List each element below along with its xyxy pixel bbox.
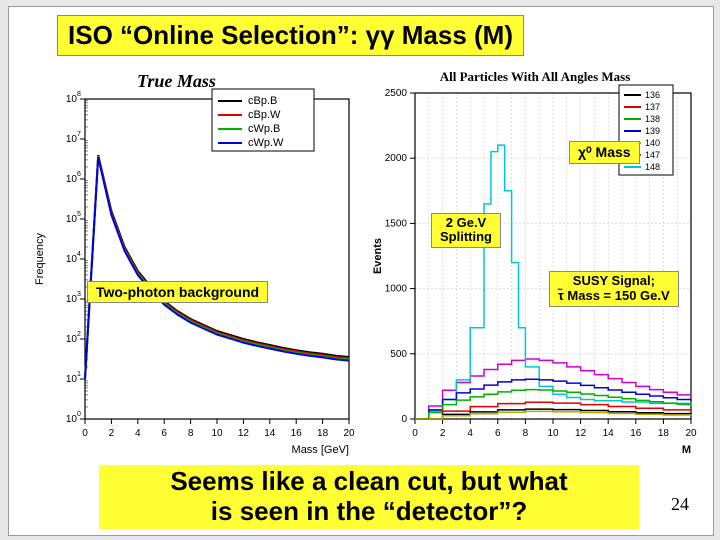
svg-text:137: 137 bbox=[645, 102, 660, 112]
bottom-line-1: Seems like a clean cut, but what bbox=[170, 466, 567, 496]
svg-text:5: 5 bbox=[77, 211, 81, 218]
callout-two-photon: Two-photon background bbox=[87, 281, 268, 303]
page-number: 24 bbox=[671, 494, 689, 515]
svg-text:140: 140 bbox=[645, 138, 660, 148]
svg-text:10: 10 bbox=[66, 134, 78, 145]
svg-text:8: 8 bbox=[188, 428, 194, 439]
svg-text:6: 6 bbox=[495, 428, 501, 439]
svg-text:0: 0 bbox=[412, 428, 418, 439]
svg-text:10: 10 bbox=[66, 214, 78, 225]
svg-text:136: 136 bbox=[645, 90, 660, 100]
svg-text:12: 12 bbox=[238, 428, 250, 439]
bottom-caption: Seems like a clean cut, but what is seen… bbox=[99, 465, 639, 529]
svg-text:M: M bbox=[682, 444, 691, 456]
svg-text:7: 7 bbox=[77, 131, 81, 138]
svg-text:0: 0 bbox=[401, 414, 407, 425]
svg-text:16: 16 bbox=[630, 428, 642, 439]
svg-text:1: 1 bbox=[77, 371, 81, 378]
svg-text:6: 6 bbox=[161, 428, 167, 439]
svg-text:14: 14 bbox=[603, 428, 615, 439]
svg-text:3: 3 bbox=[77, 291, 81, 298]
svg-text:2: 2 bbox=[77, 331, 81, 338]
svg-text:10: 10 bbox=[66, 294, 78, 305]
svg-text:4: 4 bbox=[77, 251, 81, 258]
callout-susy: SUSY Signal; τ̃ Mass = 150 Ge.V bbox=[549, 271, 679, 307]
svg-text:18: 18 bbox=[658, 428, 670, 439]
right-chart: All Particles With All Angles Mass 0 2 4 6 8 1… bbox=[367, 65, 703, 463]
svg-text:4: 4 bbox=[135, 428, 141, 439]
svg-text:147: 147 bbox=[645, 150, 660, 160]
svg-text:Mass [GeV]: Mass [GeV] bbox=[292, 444, 349, 456]
svg-text:All Particles With All Angles: All Particles With All Angles Mass bbox=[440, 69, 631, 84]
svg-text:Frequency: Frequency bbox=[34, 233, 46, 285]
callout-splitting: 2 Ge.V Splitting bbox=[431, 213, 501, 248]
svg-text:8: 8 bbox=[523, 428, 529, 439]
svg-text:148: 148 bbox=[645, 162, 660, 172]
svg-text:138: 138 bbox=[645, 114, 660, 124]
svg-text:2000: 2000 bbox=[385, 153, 408, 164]
svg-text:1000: 1000 bbox=[385, 284, 408, 295]
svg-text:6: 6 bbox=[77, 171, 81, 178]
svg-text:1500: 1500 bbox=[385, 218, 408, 229]
left-chart: True Mass0246810121416182010010110210310… bbox=[27, 65, 363, 463]
svg-text:0: 0 bbox=[82, 428, 88, 439]
svg-text:cWp.B: cWp.B bbox=[248, 123, 280, 135]
svg-text:10: 10 bbox=[66, 94, 78, 105]
svg-text:2500: 2500 bbox=[385, 88, 408, 99]
slide: ISO “Online Selection”: γγ Mass (M) True… bbox=[8, 6, 714, 536]
svg-text:10: 10 bbox=[547, 428, 559, 439]
svg-text:10: 10 bbox=[66, 374, 78, 385]
svg-text:4: 4 bbox=[467, 428, 473, 439]
svg-text:Events: Events bbox=[372, 238, 384, 274]
bottom-line-2: is seen in the “detector”? bbox=[211, 496, 527, 526]
svg-text:0: 0 bbox=[77, 411, 81, 418]
svg-text:12: 12 bbox=[575, 428, 587, 439]
svg-text:10: 10 bbox=[66, 254, 78, 265]
svg-text:cBp.B: cBp.B bbox=[248, 95, 277, 107]
svg-text:20: 20 bbox=[343, 428, 355, 439]
svg-text:14: 14 bbox=[264, 428, 276, 439]
svg-text:cWp.W: cWp.W bbox=[248, 137, 284, 149]
svg-text:18: 18 bbox=[317, 428, 329, 439]
slide-title: ISO “Online Selection”: γγ Mass (M) bbox=[57, 15, 524, 56]
svg-text:10: 10 bbox=[66, 334, 78, 345]
svg-text:500: 500 bbox=[390, 349, 407, 360]
svg-text:2: 2 bbox=[440, 428, 446, 439]
svg-text:10: 10 bbox=[66, 174, 78, 185]
svg-text:2: 2 bbox=[109, 428, 115, 439]
svg-text:10: 10 bbox=[211, 428, 223, 439]
svg-text:10: 10 bbox=[66, 414, 78, 425]
svg-text:20: 20 bbox=[685, 428, 697, 439]
svg-text:139: 139 bbox=[645, 126, 660, 136]
svg-text:8: 8 bbox=[77, 91, 81, 98]
svg-text:16: 16 bbox=[291, 428, 303, 439]
svg-text:True Mass: True Mass bbox=[137, 71, 216, 91]
callout-chi0: χ⁰ Mass bbox=[569, 141, 640, 164]
svg-text:cBp.W: cBp.W bbox=[248, 109, 281, 121]
